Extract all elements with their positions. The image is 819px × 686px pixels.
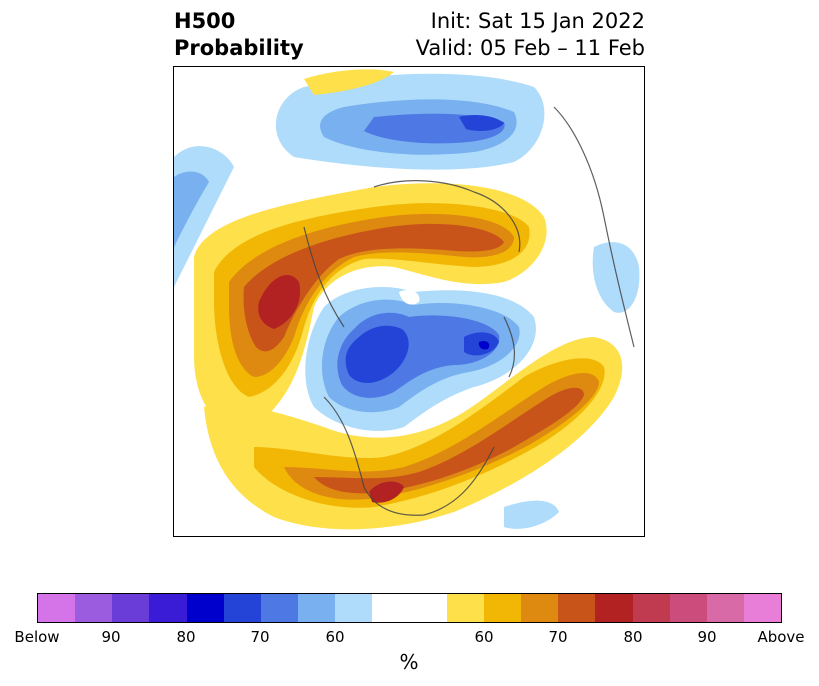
colorbar-segment xyxy=(75,594,113,622)
probability-map xyxy=(174,67,644,536)
title-left: H500 Probability xyxy=(174,8,304,62)
colorbar-segment xyxy=(260,594,299,622)
tick-label: 70 xyxy=(250,628,270,646)
valid-range: Valid: 05 Feb – 11 Feb xyxy=(415,36,645,60)
colorbar-segment xyxy=(558,594,596,622)
colorbar-unit: % xyxy=(399,650,419,674)
colorbar-segment xyxy=(743,594,782,622)
colorbar-segment xyxy=(595,594,633,622)
tick-label: Above xyxy=(757,628,805,646)
tick-label: 70 xyxy=(548,628,568,646)
colorbar xyxy=(37,593,782,623)
colorbar-segment xyxy=(521,594,559,622)
colorbar-segment xyxy=(706,594,744,622)
colorbar-segment xyxy=(186,594,224,622)
tick-label: 80 xyxy=(623,628,643,646)
tick-label: 90 xyxy=(101,628,121,646)
colorbar-segment xyxy=(372,594,410,622)
colorbar-segment xyxy=(112,594,150,622)
colorbar-segment xyxy=(483,594,522,622)
colorbar-segment xyxy=(632,594,670,622)
colorbar-segment xyxy=(298,594,336,622)
colorbar-segment xyxy=(409,594,447,622)
tick-label: Below xyxy=(14,628,60,646)
colorbar-segment xyxy=(38,594,76,622)
title-variable: H500 xyxy=(174,9,236,33)
title-type: Probability xyxy=(174,36,304,60)
colorbar-segment xyxy=(223,594,261,622)
map-panel xyxy=(173,66,645,537)
tick-label: 90 xyxy=(697,628,717,646)
tick-label: 80 xyxy=(176,628,196,646)
tick-label: 60 xyxy=(474,628,494,646)
colorbar-segment xyxy=(335,594,373,622)
tick-label: 60 xyxy=(325,628,345,646)
colorbar-segment xyxy=(669,594,707,622)
colorbar-segment xyxy=(149,594,187,622)
init-date: Init: Sat 15 Jan 2022 xyxy=(430,9,645,33)
title-right: Init: Sat 15 Jan 2022 Valid: 05 Feb – 11… xyxy=(416,8,645,62)
colorbar-segment xyxy=(446,594,484,622)
